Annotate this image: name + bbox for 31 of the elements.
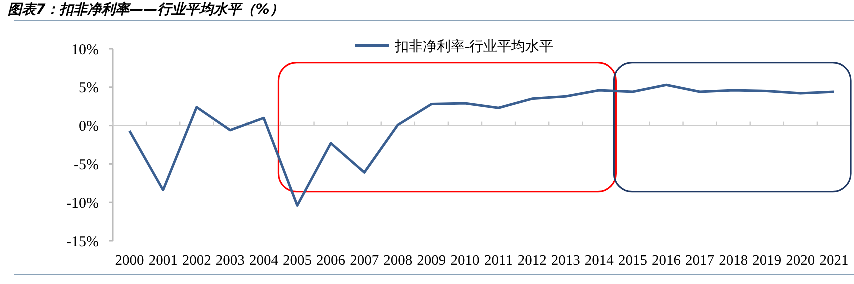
- x-tick-label: 2007: [350, 253, 380, 269]
- x-tick-label: 2014: [584, 253, 615, 269]
- x-tick-label: 2021: [820, 253, 849, 269]
- x-tick-label: 2019: [752, 253, 782, 269]
- x-tick-label: 2006: [316, 253, 346, 269]
- x-tick-label: 2004: [249, 253, 280, 269]
- x-tick-label: 2011: [484, 253, 514, 269]
- x-tick-label: 2013: [551, 253, 580, 269]
- x-tick-label: 2001: [148, 253, 178, 269]
- y-tick-label: 10%: [72, 42, 99, 58]
- x-tick-label: 2003: [216, 253, 245, 269]
- x-tick-label: 2010: [450, 253, 480, 269]
- y-tick-label: -5%: [74, 157, 99, 174]
- x-tick-label: 2002: [182, 253, 212, 269]
- x-tick-label: 2000: [115, 253, 144, 269]
- x-tick-label: 2016: [652, 253, 681, 269]
- x-tick-label: 2015: [618, 253, 648, 269]
- x-tick-label: 2005: [283, 253, 312, 269]
- y-tick-label: -15%: [66, 234, 99, 250]
- y-tick-label: 5%: [79, 80, 99, 97]
- x-tick-label: 2008: [384, 253, 413, 269]
- x-tick-label: 2018: [719, 253, 748, 269]
- x-tick-label: 2020: [786, 253, 816, 269]
- x-tick-label: 2017: [686, 253, 715, 269]
- x-tick-label: 2009: [417, 253, 446, 269]
- y-tick-label: 0%: [79, 119, 99, 136]
- x-tick-label: 2012: [518, 253, 547, 269]
- y-tick-label: -10%: [66, 196, 99, 212]
- chart-title: 图表7：扣非净利率——行业平均水平（%）: [8, 1, 284, 18]
- line-series: [128, 84, 836, 207]
- legend-label: 扣非净利率-行业平均水平: [394, 38, 554, 55]
